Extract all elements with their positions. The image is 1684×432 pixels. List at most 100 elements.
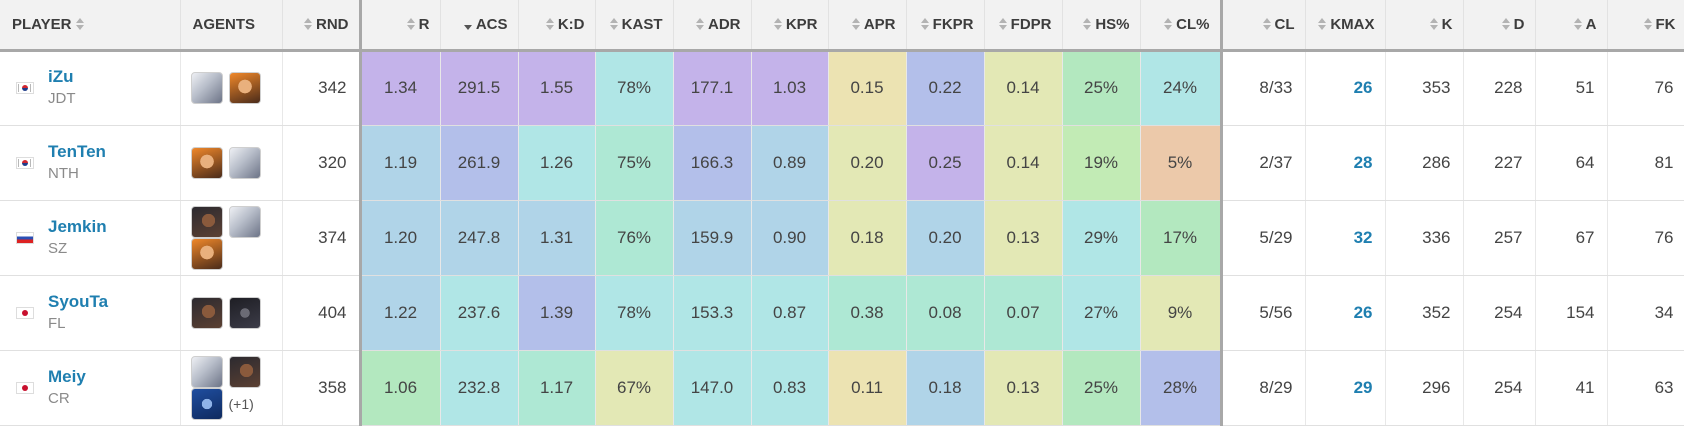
rounds-cell: 374 — [282, 200, 361, 276]
stat-apr-cell: 0.11 — [828, 350, 907, 426]
stat-apr-cell: 0.38 — [828, 275, 907, 351]
column-header-cl-pct[interactable]: CL% — [1140, 0, 1223, 52]
stat-fdpr-cell: 0.14 — [984, 50, 1063, 126]
kmax-cell[interactable]: 26 — [1305, 275, 1386, 351]
column-header-label: AGENTS — [192, 15, 256, 33]
column-header-label: ACS — [475, 15, 508, 33]
sort-icon — [1083, 17, 1092, 30]
column-header-player[interactable]: PLAYER — [0, 0, 181, 52]
agent-orange-icon — [228, 72, 261, 104]
sort-icon — [1262, 17, 1271, 30]
player-name-link[interactable]: Meiy — [48, 366, 86, 386]
column-header-label: PLAYER — [12, 15, 72, 33]
stat-kast-cell: 75% — [595, 125, 674, 201]
stat-kast-cell: 78% — [595, 275, 674, 351]
column-header-apr[interactable]: APR — [828, 0, 907, 52]
column-header-label: A — [1585, 15, 1597, 33]
first-kills-cell: 34 — [1607, 275, 1684, 351]
stat-fkpr-cell: 0.22 — [906, 50, 985, 126]
agents-cell: (+1) — [180, 350, 283, 426]
sort-icon — [1429, 17, 1438, 30]
column-header-kpr[interactable]: KPR — [751, 0, 829, 52]
player-cell: Meiy CR — [0, 350, 181, 426]
stat-kd-cell: 1.17 — [518, 350, 596, 426]
agent-dark-icon — [190, 205, 223, 238]
assists-cell: 41 — [1535, 350, 1608, 426]
column-header-label: K:D — [557, 15, 585, 33]
column-header-k[interactable]: K — [1385, 0, 1464, 52]
sort-icon — [609, 17, 618, 30]
assists-cell: 51 — [1535, 50, 1608, 126]
agent-dark-icon — [228, 355, 261, 388]
column-header-a[interactable]: A — [1535, 0, 1608, 52]
stat-fkpr-cell: 0.25 — [906, 125, 985, 201]
clutch-cell: 5/29 — [1221, 200, 1306, 276]
sort-icon — [75, 17, 84, 30]
stat-rating-cell: 1.06 — [358, 350, 441, 426]
first-kills-cell: 81 — [1607, 125, 1684, 201]
agent-orange-icon — [190, 146, 223, 179]
agents-more-count: (+1) — [228, 395, 254, 412]
column-header-rnd[interactable]: RND — [282, 0, 361, 52]
player-name-link[interactable]: TenTen — [48, 141, 106, 161]
table-row: iZu JDT 342 1.34 291.5 1.55 78% 177.1 1.03 0.15 0.… — [0, 50, 1684, 126]
player-name-link[interactable]: Jemkin — [48, 216, 107, 236]
stat-adr-cell: 166.3 — [673, 125, 752, 201]
table-row: TenTen NTH 320 1.19 261.9 1.26 75% 166.3 0.89 0.2… — [0, 125, 1684, 201]
kmax-cell[interactable]: 32 — [1305, 200, 1386, 276]
stat-fkpr-cell: 0.20 — [906, 200, 985, 276]
first-kills-cell: 76 — [1607, 200, 1684, 276]
player-cell: Jemkin SZ — [0, 200, 181, 276]
table-row: Jemkin SZ 374 1.20 247.8 1.31 76% 159.9 0.90 0.18… — [0, 200, 1684, 276]
table-row: Meiy CR (+1) 358 1.06 232.8 1.17 67% 147.0 0.83 0.… — [0, 350, 1684, 426]
kills-cell: 336 — [1385, 200, 1464, 276]
column-header-label: KPR — [785, 15, 818, 33]
sort-icon — [920, 17, 929, 30]
agent-gray-icon — [190, 72, 223, 104]
stat-kd-cell: 1.26 — [518, 125, 596, 201]
column-header-kmax[interactable]: KMAX — [1305, 0, 1386, 52]
flag-jp-icon — [16, 306, 34, 319]
stat-hs-pct-cell: 25% — [1062, 350, 1141, 426]
agent-black-icon — [228, 296, 261, 329]
sort-icon — [1643, 17, 1652, 30]
column-header-adr[interactable]: ADR — [673, 0, 752, 52]
column-header-acs[interactable]: ACS — [440, 0, 519, 52]
player-team: FL — [48, 314, 66, 332]
kmax-cell[interactable]: 28 — [1305, 125, 1386, 201]
column-header-label: ADR — [708, 15, 741, 33]
stat-cl-pct-cell: 24% — [1140, 50, 1223, 126]
column-header-k-d[interactable]: K:D — [518, 0, 596, 52]
flag-jp-icon — [16, 381, 34, 394]
column-header-hs-pct[interactable]: HS% — [1062, 0, 1141, 52]
stat-hs-pct-cell: 29% — [1062, 200, 1141, 276]
rounds-cell: 358 — [282, 350, 361, 426]
deaths-cell: 257 — [1463, 200, 1536, 276]
sort-icon — [545, 17, 554, 30]
flag-kr-icon — [16, 156, 34, 169]
column-header-cl[interactable]: CL — [1221, 0, 1306, 52]
kills-cell: 352 — [1385, 275, 1464, 351]
stat-cl-pct-cell: 28% — [1140, 350, 1223, 426]
column-header-fk[interactable]: FK — [1607, 0, 1684, 52]
player-name-link[interactable]: SyouTa — [48, 291, 109, 311]
column-header-label: FK — [1655, 15, 1676, 33]
first-kills-cell: 63 — [1607, 350, 1684, 426]
column-header-fkpr[interactable]: FKPR — [906, 0, 985, 52]
player-cell: SyouTa FL — [0, 275, 181, 351]
assists-cell: 64 — [1535, 125, 1608, 201]
column-header-d[interactable]: D — [1463, 0, 1536, 52]
player-name-link[interactable]: iZu — [48, 67, 74, 86]
column-header-kast[interactable]: KAST — [595, 0, 674, 52]
player-team: SZ — [48, 239, 68, 257]
column-header-r[interactable]: R — [358, 0, 441, 52]
column-header-fdpr[interactable]: FDPR — [984, 0, 1063, 52]
kmax-cell[interactable]: 26 — [1305, 50, 1386, 126]
sort-icon — [773, 17, 782, 30]
kmax-cell[interactable]: 29 — [1305, 350, 1386, 426]
column-header-label: CL — [1274, 15, 1295, 33]
player-cell: TenTen NTH — [0, 125, 181, 201]
agents-cell — [180, 275, 283, 351]
sort-icon — [406, 17, 415, 30]
